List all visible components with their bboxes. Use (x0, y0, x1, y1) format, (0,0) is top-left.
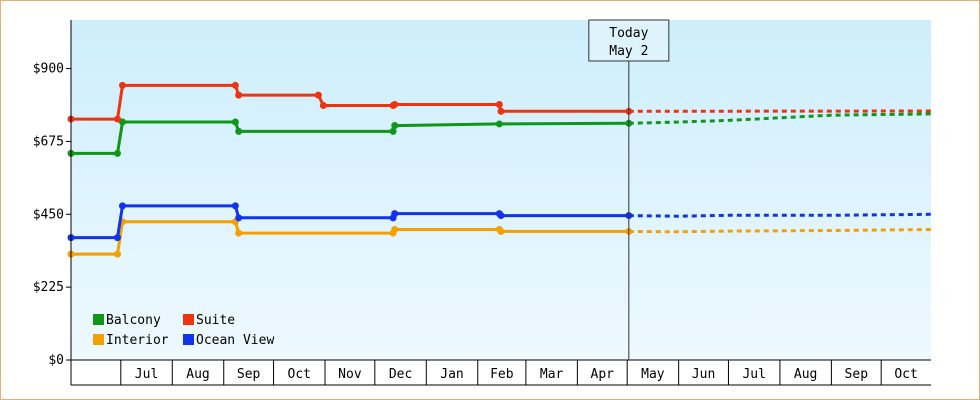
data-point[interactable] (235, 229, 243, 237)
data-point[interactable] (113, 250, 121, 258)
legend-label[interactable]: Suite (196, 313, 235, 328)
data-point[interactable] (391, 101, 399, 109)
x-tick-label: Aug (186, 367, 209, 382)
today-date-label: May 2 (609, 44, 648, 59)
data-point[interactable] (495, 120, 503, 128)
data-point[interactable] (118, 202, 126, 210)
data-point[interactable] (231, 118, 239, 126)
data-point[interactable] (231, 81, 239, 89)
data-point[interactable] (314, 91, 322, 99)
today-label: Today (609, 26, 648, 41)
x-tick-label: Mar (540, 367, 564, 382)
data-point[interactable] (118, 81, 126, 89)
x-tick-label: May (641, 367, 665, 382)
data-point[interactable] (235, 91, 243, 99)
forecast-line (628, 212, 932, 218)
data-point[interactable] (319, 101, 327, 109)
x-tick-label: Oct (894, 367, 917, 382)
data-point[interactable] (391, 226, 399, 234)
x-tick-label: Apr (591, 367, 615, 382)
today-label-box (588, 19, 670, 62)
data-point[interactable] (113, 234, 121, 242)
legend-swatch (183, 314, 194, 325)
data-point[interactable] (391, 210, 399, 218)
plot-area (71, 20, 931, 360)
data-point[interactable] (389, 127, 397, 135)
data-point[interactable] (495, 101, 503, 109)
legend-swatch (93, 314, 104, 325)
x-tick-label: Jul (135, 367, 158, 382)
data-point[interactable] (113, 149, 121, 157)
x-tick-label: Jul (742, 367, 765, 382)
legend-label[interactable]: Ocean View (196, 333, 274, 348)
data-point[interactable] (497, 227, 505, 235)
forecast-line (628, 112, 932, 125)
legend-label[interactable]: Interior (106, 333, 169, 348)
data-point[interactable] (235, 214, 243, 222)
legend-swatch (183, 334, 194, 345)
data-point[interactable] (231, 202, 239, 210)
x-tick-label: Jun (692, 367, 715, 382)
legend-label[interactable]: Balcony (106, 313, 161, 328)
x-tick-label: Nov (338, 367, 362, 382)
x-tick-label: Feb (490, 367, 514, 382)
data-point[interactable] (497, 212, 505, 220)
data-point[interactable] (235, 127, 243, 135)
y-tick-label: $0 (48, 353, 64, 368)
y-tick-label: $450 (33, 207, 64, 222)
y-tick-label: $675 (33, 134, 64, 149)
x-tick-label: Dec (389, 367, 412, 382)
forecast-line (628, 228, 932, 234)
x-tick-label: Sep (237, 367, 261, 382)
y-tick-label: $225 (33, 280, 64, 295)
x-tick-label: Jan (440, 367, 463, 382)
legend-swatch (93, 334, 104, 345)
x-tick-label: Oct (288, 367, 311, 382)
data-point[interactable] (391, 122, 399, 130)
data-point[interactable] (497, 107, 505, 115)
y-tick-label: $900 (33, 62, 64, 77)
data-point[interactable] (113, 115, 121, 123)
x-tick-label: Aug (794, 367, 817, 382)
x-tick-label: Sep (845, 367, 869, 382)
